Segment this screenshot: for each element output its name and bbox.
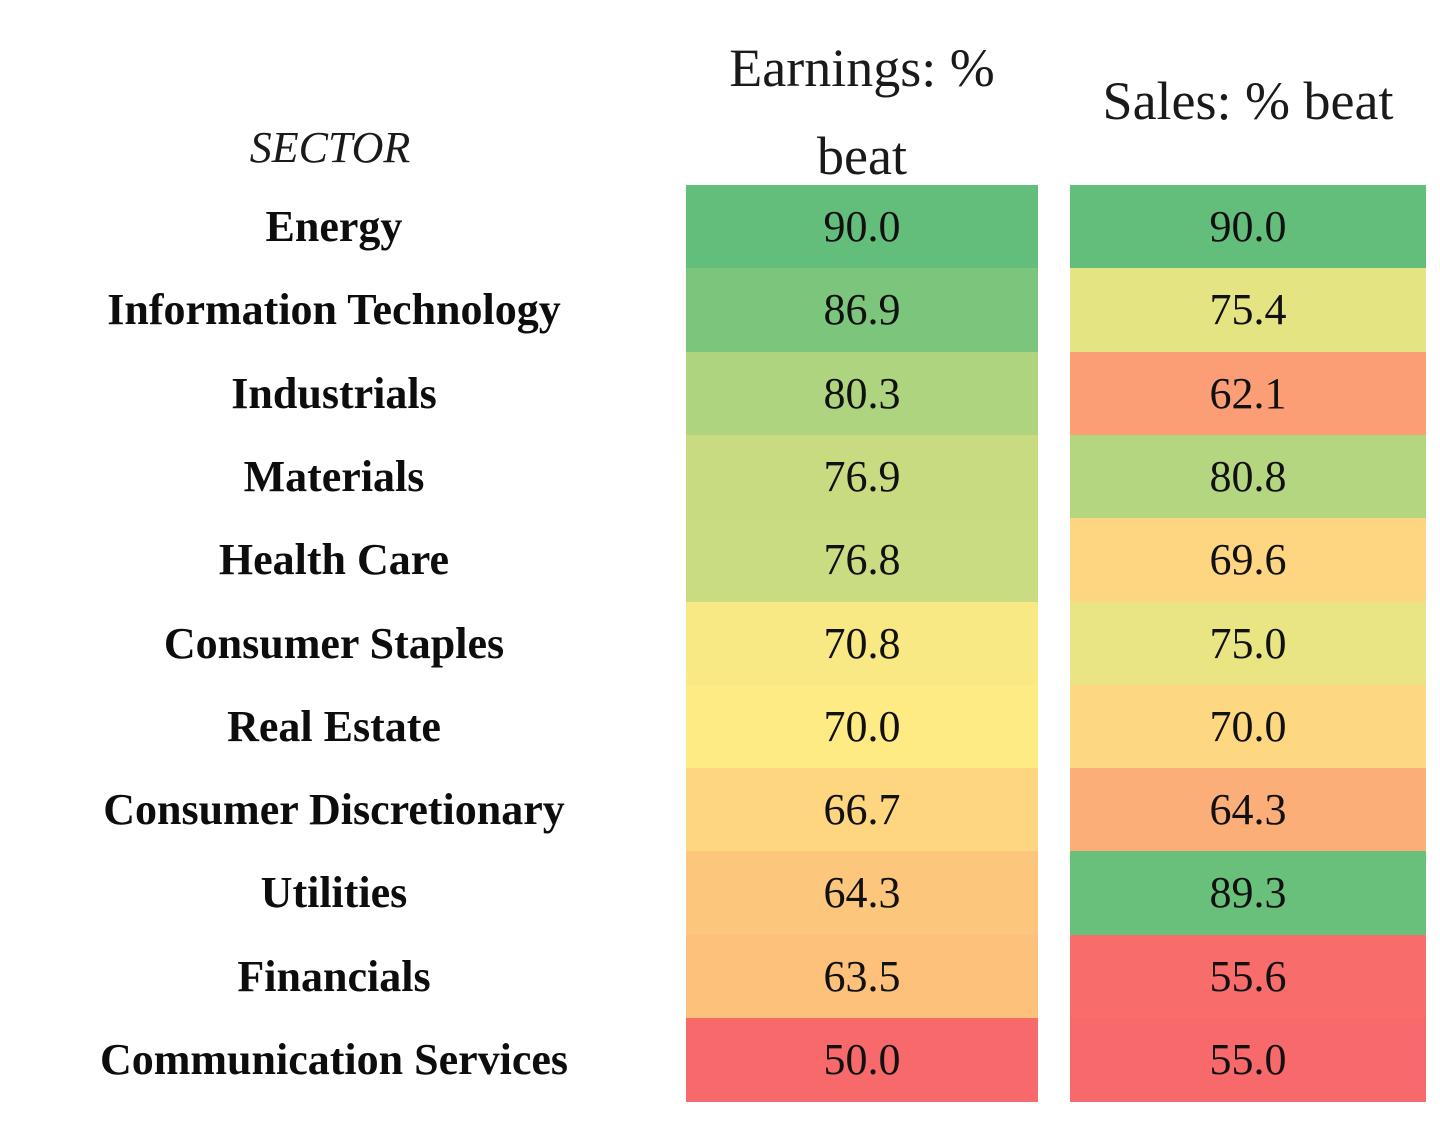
earnings-cell: 70.8 <box>686 601 1038 686</box>
earnings-cell: 64.3 <box>686 851 1038 936</box>
earnings-cell: 76.8 <box>686 518 1038 603</box>
earnings-cell: 90.0 <box>686 185 1038 269</box>
earnings-cell: 66.7 <box>686 768 1038 852</box>
earnings-column-header: Earnings: % beat <box>729 38 995 186</box>
sales-column-header: Sales: % beat <box>1102 71 1394 131</box>
sector-label: Information Technology <box>107 285 561 335</box>
sales-cell: 69.6 <box>1070 518 1426 603</box>
sales-cell: 90.0 <box>1070 185 1426 269</box>
sector-label: Utilities <box>260 868 408 918</box>
earnings-cell: 80.3 <box>686 351 1038 436</box>
sector-label: Materials <box>243 451 425 501</box>
sector-label: Health Care <box>218 535 450 585</box>
sector-label: Real Estate <box>227 701 441 751</box>
sales-cell: 75.4 <box>1070 268 1426 353</box>
sales-cell: 75.0 <box>1070 601 1426 686</box>
sales-cell: 70.0 <box>1070 684 1426 769</box>
sales-cell: 89.3 <box>1070 851 1426 936</box>
sales-cell: 80.8 <box>1070 434 1426 519</box>
earnings-cell: 50.0 <box>686 1018 1038 1102</box>
sales-cell: 55.6 <box>1070 934 1426 1019</box>
sector-label: Financials <box>237 951 431 1001</box>
earnings-cell: 63.5 <box>686 934 1038 1019</box>
earnings-cell: 70.0 <box>686 684 1038 769</box>
sales-cell: 62.1 <box>1070 351 1426 436</box>
earnings-cell: 86.9 <box>686 268 1038 353</box>
earnings-cell: 76.9 <box>686 434 1038 519</box>
sector-label: Consumer Discretionary <box>103 785 565 835</box>
sales-cell: 55.0 <box>1070 1018 1426 1102</box>
sector-label: Consumer Staples <box>163 618 505 668</box>
sector-label: Communication Services <box>99 1035 569 1084</box>
sector-label: Energy <box>265 202 403 251</box>
sector-label: Industrials <box>231 368 437 418</box>
sector-column-header: SECTOR <box>249 123 411 172</box>
sales-cell: 64.3 <box>1070 768 1426 852</box>
